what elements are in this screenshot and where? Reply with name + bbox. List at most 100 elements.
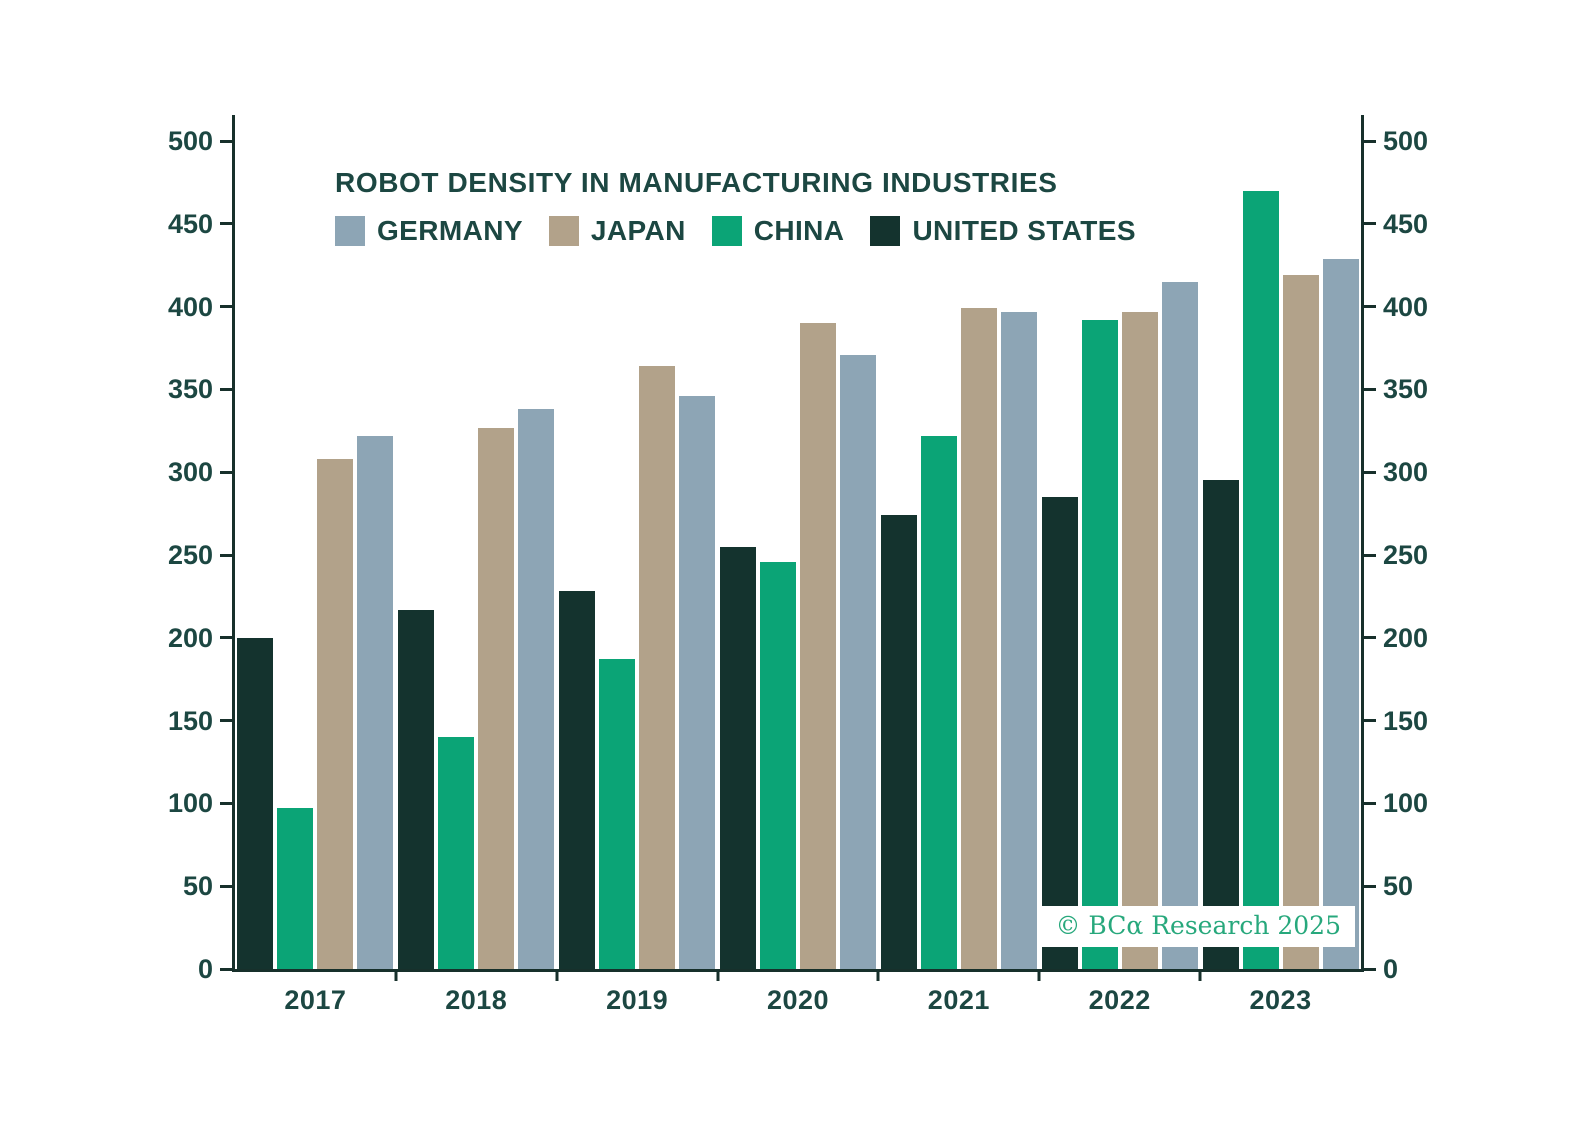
legend: GERMANY JAPAN CHINA UNITED STATES <box>335 215 1136 247</box>
bar-china-2021 <box>920 435 957 969</box>
bar-germany-2018 <box>518 409 555 969</box>
bar-china-2022 <box>1081 319 1118 969</box>
y-tick-left-200 <box>220 636 235 640</box>
y-tick-left-450 <box>220 222 235 226</box>
bar-united-states-2022 <box>1041 497 1078 969</box>
bar-germany-2017 <box>357 435 394 969</box>
y-tick-left-50 <box>220 884 235 888</box>
watermark-label: © BCα Research 2025 <box>1041 906 1355 947</box>
legend-item-china: CHINA <box>711 215 845 247</box>
chart-title: ROBOT DENSITY IN MANUFACTURING INDUSTRIE… <box>335 167 1058 198</box>
y-axis-label-right-200: 200 <box>1383 622 1429 653</box>
x-axis-label-2017: 2017 <box>284 985 347 1015</box>
legend-item-japan: JAPAN <box>548 215 686 247</box>
y-axis-label-left-300: 300 <box>167 457 213 488</box>
bar-united-states-2019 <box>559 591 596 969</box>
y-tick-left-400 <box>220 305 235 309</box>
bar-united-states-2018 <box>398 609 435 969</box>
y-tick-right-250 <box>1361 553 1376 557</box>
y-axis-label-right-0: 0 <box>1383 954 1399 984</box>
bar-japan-2020 <box>800 323 836 969</box>
legend-label-japan: JAPAN <box>590 215 686 246</box>
bar-group-2020 <box>718 141 879 969</box>
bar-group-2018 <box>396 141 557 969</box>
legend-swatch-china <box>711 216 742 246</box>
legend-swatch-germany <box>335 216 365 246</box>
y-axis-label-right-500: 500 <box>1383 126 1429 156</box>
y-tick-left-300 <box>220 470 235 474</box>
bar-group-2021 <box>878 141 1039 969</box>
y-tick-right-100 <box>1361 801 1376 805</box>
legend-label-china: CHINA <box>753 215 845 246</box>
bar-japan-2019 <box>639 366 676 969</box>
y-axis-label-left-400: 400 <box>167 291 213 322</box>
y-tick-left-500 <box>220 139 235 143</box>
y-tick-right-150 <box>1361 719 1376 723</box>
y-tick-left-250 <box>220 553 235 557</box>
y-axis-label-right-100: 100 <box>1383 788 1429 819</box>
x-tick-3 <box>716 969 720 981</box>
x-tick-1 <box>394 969 398 981</box>
x-axis-label-2021: 2021 <box>927 985 990 1015</box>
y-tick-right-350 <box>1361 387 1376 391</box>
y-axis-label-right-250: 250 <box>1383 540 1429 570</box>
bar-germany-2019 <box>679 396 716 969</box>
y-axis-label-left-450: 450 <box>167 208 213 239</box>
y-tick-left-350 <box>220 387 235 391</box>
y-tick-left-150 <box>220 719 235 723</box>
y-axis-label-right-400: 400 <box>1383 291 1429 322</box>
y-axis-label-left-350: 350 <box>167 374 213 405</box>
bars-layer <box>235 141 1361 969</box>
y-axis-label-left-500: 500 <box>167 126 213 156</box>
y-tick-left-0 <box>220 967 235 971</box>
x-axis-label-2020: 2020 <box>766 985 830 1015</box>
legend-item-germany: GERMANY <box>335 215 523 247</box>
bar-united-states-2021 <box>880 515 917 969</box>
bar-china-2020 <box>760 561 796 969</box>
x-tick-6 <box>1198 969 1202 981</box>
x-tick-5 <box>1037 969 1041 981</box>
bar-group-2022 <box>1039 141 1200 969</box>
y-axis-label-left-0: 0 <box>197 954 213 984</box>
legend-swatch-japan <box>548 216 579 246</box>
y-tick-right-450 <box>1361 222 1376 226</box>
bar-germany-2021 <box>1000 311 1037 969</box>
bar-group-2019 <box>557 141 718 969</box>
y-axis-label-right-150: 150 <box>1383 705 1429 736</box>
bar-japan-2023 <box>1282 275 1319 969</box>
x-tick-4 <box>876 969 880 981</box>
y-axis-label-left-150: 150 <box>167 705 213 736</box>
y-tick-right-400 <box>1361 305 1376 309</box>
bar-germany-2023 <box>1322 258 1359 969</box>
y-axis-label-right-350: 350 <box>1383 374 1429 405</box>
legend-item-united-states: UNITED STATES <box>870 215 1136 247</box>
bar-germany-2022 <box>1161 281 1198 969</box>
y-axis-label-right-50: 50 <box>1383 871 1414 902</box>
y-tick-right-500 <box>1361 139 1376 143</box>
x-axis-label-2018: 2018 <box>445 985 508 1015</box>
bar-japan-2018 <box>478 427 515 969</box>
y-axis-label-right-300: 300 <box>1383 457 1429 488</box>
bar-china-2018 <box>438 737 475 969</box>
x-axis-label-2019: 2019 <box>606 985 669 1015</box>
legend-label-united-states: UNITED STATES <box>912 215 1136 246</box>
y-axis-label-left-200: 200 <box>167 622 213 653</box>
y-axis-label-left-50: 50 <box>182 871 213 902</box>
x-axis-label-2023: 2023 <box>1249 985 1312 1015</box>
y-axis-label-left-100: 100 <box>167 788 213 819</box>
bar-japan-2017 <box>317 458 354 969</box>
y-tick-right-300 <box>1361 470 1376 474</box>
bar-china-2023 <box>1242 190 1279 969</box>
legend-swatch-united-states <box>870 216 901 246</box>
x-tick-2 <box>555 969 559 981</box>
bar-japan-2021 <box>960 308 997 969</box>
y-tick-left-100 <box>220 801 235 805</box>
y-tick-right-0 <box>1361 967 1376 971</box>
y-axis-label-right-450: 450 <box>1383 208 1429 239</box>
y-tick-right-50 <box>1361 884 1376 888</box>
legend-label-germany: GERMANY <box>377 215 523 246</box>
bar-united-states-2020 <box>720 546 756 969</box>
bar-group-2023 <box>1200 141 1361 969</box>
y-axis-label-left-250: 250 <box>167 540 213 570</box>
